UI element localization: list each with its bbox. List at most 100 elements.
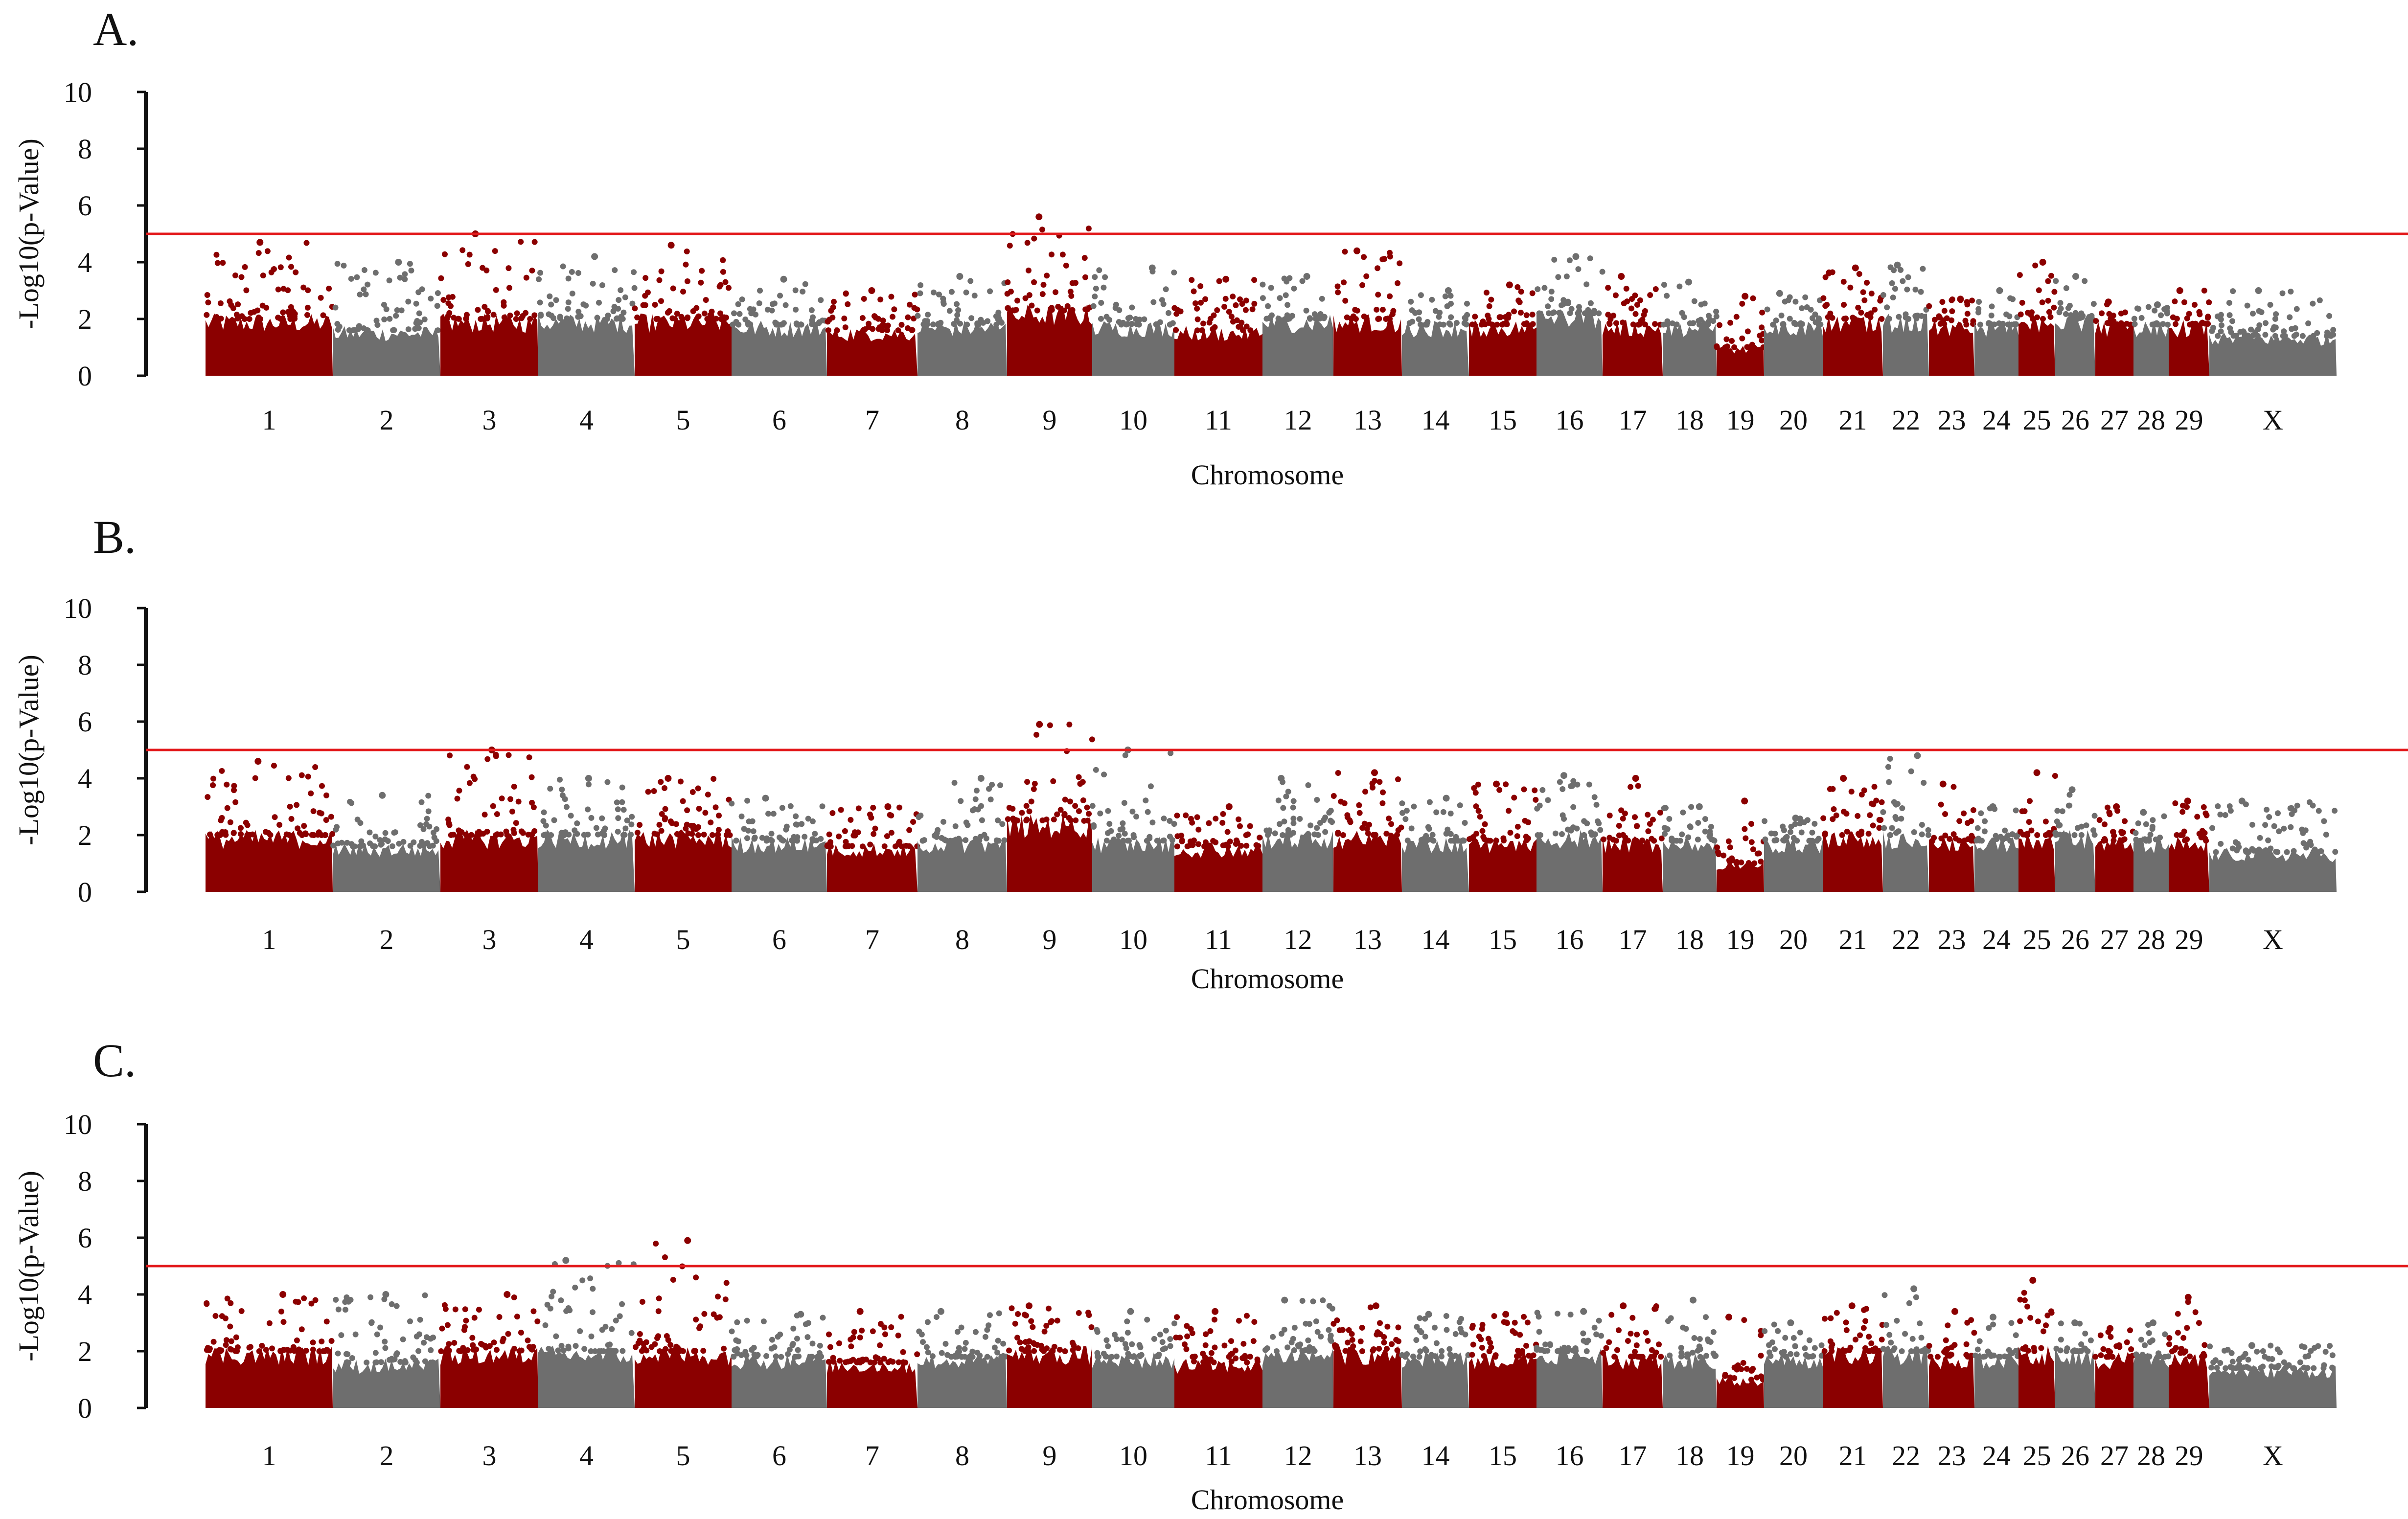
snp-point — [1716, 322, 1722, 328]
snp-point — [463, 312, 470, 318]
snp-point — [2172, 321, 2179, 327]
snp-point — [1361, 254, 1367, 260]
snp-point — [808, 307, 815, 313]
snp-point — [1608, 1312, 1615, 1318]
snp-point — [763, 1353, 770, 1359]
snp-point — [2048, 1308, 2054, 1315]
snp-point — [1703, 1353, 1709, 1359]
chromosome-13-band — [1333, 314, 1402, 376]
snp-point — [1106, 820, 1113, 827]
snp-point — [1149, 819, 1156, 826]
snp-point — [511, 1345, 518, 1352]
peak-snp-point — [780, 275, 787, 283]
snp-point — [470, 773, 477, 780]
snp-point — [1365, 830, 1371, 837]
snp-point — [287, 803, 293, 810]
snp-point — [1469, 1322, 1476, 1329]
snp-point — [1867, 314, 1874, 320]
snp-point — [1524, 1319, 1531, 1326]
snp-point — [717, 310, 724, 317]
snp-point — [2194, 814, 2201, 820]
snp-point — [1862, 1347, 1869, 1353]
snp-point — [466, 251, 473, 258]
snp-point — [2196, 309, 2202, 315]
snp-point — [2169, 1348, 2175, 1355]
snp-point — [684, 315, 690, 321]
snp-point — [1598, 1333, 1604, 1339]
snp-point — [210, 1338, 217, 1345]
snp-point — [1207, 842, 1213, 849]
snp-point — [1918, 289, 1924, 295]
snp-point — [1840, 809, 1847, 815]
snp-point — [769, 1337, 775, 1343]
snp-point — [661, 785, 667, 792]
snp-point — [1374, 306, 1380, 313]
snp-point — [604, 779, 611, 785]
snp-point — [819, 803, 826, 810]
snp-point — [1106, 317, 1113, 323]
snp-point — [2299, 1343, 2305, 1349]
peak-snp-point — [1560, 772, 1567, 779]
snp-point — [795, 1353, 801, 1360]
snp-point — [456, 827, 462, 834]
chromosome-18-points — [1660, 278, 1720, 376]
snp-point — [1700, 321, 1707, 328]
snp-point — [410, 1354, 416, 1360]
snp-point — [2132, 321, 2138, 327]
snp-point — [986, 786, 992, 792]
snp-point — [589, 1309, 596, 1315]
snp-point — [2063, 311, 2069, 317]
snp-point — [585, 806, 591, 813]
snp-point — [1399, 810, 1405, 816]
peak-snp-point — [2248, 1342, 2255, 1349]
snp-point — [355, 326, 361, 333]
chromosome-28-band — [2133, 836, 2169, 892]
snp-point — [2138, 315, 2145, 321]
snp-point — [542, 1322, 549, 1329]
snp-point — [2098, 1352, 2104, 1359]
snp-point — [1213, 816, 1219, 822]
snp-point — [1887, 755, 1893, 762]
snp-point — [1299, 1348, 1306, 1354]
snp-point — [2213, 849, 2219, 855]
snp-point — [1611, 1354, 1618, 1360]
snp-point — [1545, 797, 1551, 803]
chromosome-label: 19 — [1726, 924, 1755, 955]
snp-point — [695, 832, 701, 838]
snp-point — [413, 1333, 420, 1339]
chromosome-11-band — [1174, 1358, 1262, 1408]
snp-point — [518, 315, 525, 321]
snp-point — [1469, 1352, 1475, 1358]
snp-point — [1759, 337, 1765, 343]
snp-point — [1105, 830, 1111, 836]
peak-snp-point — [1127, 1308, 1134, 1315]
snp-point — [929, 1353, 936, 1360]
snp-point — [1297, 816, 1303, 822]
snp-point — [420, 842, 427, 849]
snp-point — [286, 254, 292, 261]
chromosome-label: 14 — [1422, 404, 1450, 436]
snp-point — [1477, 814, 1483, 820]
snp-point — [1841, 316, 1848, 322]
snp-point — [2149, 826, 2156, 832]
snp-point — [888, 813, 894, 819]
snp-point — [219, 815, 225, 821]
snp-point — [861, 327, 867, 333]
snp-point — [1334, 283, 1341, 290]
snp-point — [205, 1345, 211, 1351]
snp-point — [238, 274, 245, 280]
snp-point — [428, 295, 434, 302]
snp-point — [1359, 825, 1366, 831]
snp-point — [2161, 813, 2167, 819]
chromosome-label: 18 — [1675, 1440, 1704, 1472]
peak-snp-point — [1580, 1308, 1587, 1315]
snp-point — [1684, 1351, 1690, 1358]
snp-point — [669, 820, 675, 826]
snp-point — [1822, 274, 1829, 280]
snp-point — [267, 832, 274, 838]
snp-point — [1440, 809, 1446, 815]
snp-point — [1713, 308, 1720, 315]
snp-point — [407, 261, 413, 267]
snp-point — [1200, 320, 1207, 327]
chromosome-label: 12 — [1284, 924, 1312, 955]
